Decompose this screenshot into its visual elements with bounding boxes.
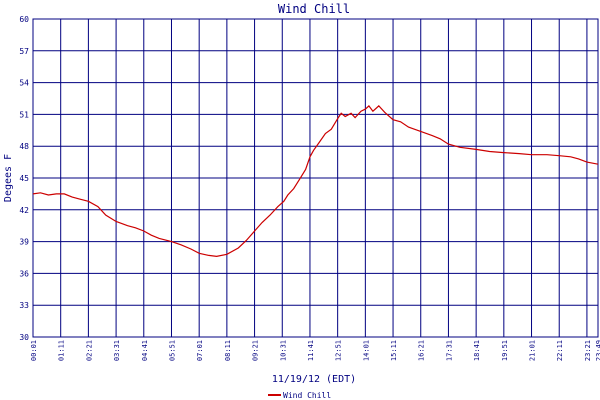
x-tick-label: 23:49 <box>595 340 600 361</box>
y-tick-label: 39 <box>19 238 29 247</box>
x-tick-label: 08:11 <box>224 340 232 361</box>
x-tick-label: 23:21 <box>584 340 592 361</box>
y-tick-label: 36 <box>19 269 29 278</box>
y-tick-label: 45 <box>19 174 29 183</box>
y-tick-label: 54 <box>19 79 29 88</box>
x-tick-label: 01:11 <box>58 340 66 361</box>
x-tick-label: 05:51 <box>168 340 176 361</box>
y-tick-label: 33 <box>19 301 29 310</box>
x-tick-label: 09:21 <box>252 340 260 361</box>
x-tick-label: 10:31 <box>279 340 287 361</box>
y-tick-label: 57 <box>19 47 29 56</box>
x-axis-label: 11/19/12 (EDT) <box>272 374 356 385</box>
x-tick-label: 21:01 <box>529 340 537 361</box>
y-tick-label: 60 <box>19 15 29 24</box>
y-tick-label: 48 <box>19 142 29 151</box>
x-tick-label: 02:21 <box>85 340 93 361</box>
legend-label: Wind Chill <box>283 391 331 400</box>
x-tick-label: 14:01 <box>362 340 370 361</box>
x-tick-label: 04:41 <box>141 340 149 361</box>
x-tick-label: 18:41 <box>473 340 481 361</box>
x-tick-label: 22:11 <box>556 340 564 361</box>
x-tick-label: 12:51 <box>335 340 343 361</box>
legend: Wind Chill <box>268 391 331 400</box>
chart-title: Wind Chill <box>278 2 350 16</box>
x-tick-label: 03:31 <box>113 340 121 361</box>
y-tick-labels: 30 33 36 39 42 45 48 51 54 57 60 <box>19 15 29 342</box>
x-tick-label: 00:01 <box>30 340 38 361</box>
x-tick-label: 11:41 <box>307 340 315 361</box>
x-tick-label: 16:21 <box>418 340 426 361</box>
grid <box>32 18 599 338</box>
y-axis-label: Degees F <box>3 154 14 202</box>
x-tick-labels: 00:01 01:11 02:21 03:31 04:41 05:51 07:01 08:11… <box>30 340 600 361</box>
y-tick-label: 30 <box>19 333 29 342</box>
y-tick-label: 42 <box>19 206 29 215</box>
x-tick-label: 07:01 <box>196 340 204 361</box>
x-tick-label: 17:31 <box>445 340 453 361</box>
x-tick-label: 19:51 <box>501 340 509 361</box>
series-line-wind-chill <box>32 105 599 258</box>
x-tick-label: 15:11 <box>390 340 398 361</box>
y-tick-label: 51 <box>19 110 29 119</box>
